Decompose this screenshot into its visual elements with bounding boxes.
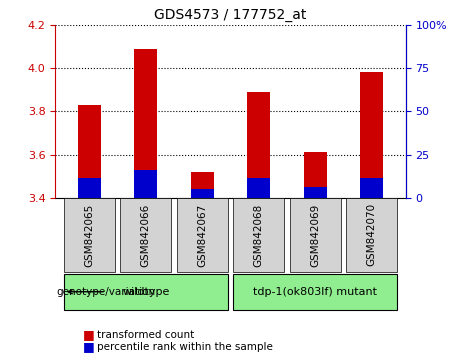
Text: GSM842065: GSM842065: [84, 203, 94, 267]
FancyBboxPatch shape: [233, 274, 397, 309]
Text: transformed count: transformed count: [97, 330, 194, 339]
Bar: [191, 172, 213, 198]
Text: ■: ■: [83, 328, 95, 341]
Bar: [304, 187, 326, 198]
FancyBboxPatch shape: [177, 198, 228, 272]
Bar: [361, 178, 383, 198]
Text: percentile rank within the sample: percentile rank within the sample: [97, 342, 273, 352]
Text: GSM842066: GSM842066: [141, 203, 151, 267]
FancyBboxPatch shape: [290, 198, 341, 272]
Bar: [191, 189, 213, 198]
Bar: [135, 170, 157, 198]
Bar: [78, 105, 100, 198]
FancyBboxPatch shape: [64, 198, 115, 272]
FancyBboxPatch shape: [120, 198, 171, 272]
Bar: [135, 48, 157, 198]
Text: ■: ■: [83, 341, 95, 353]
Text: tdp-1(ok803lf) mutant: tdp-1(ok803lf) mutant: [253, 287, 377, 297]
Text: genotype/variation: genotype/variation: [56, 287, 155, 297]
Bar: [248, 92, 270, 198]
Bar: [361, 72, 383, 198]
Bar: [304, 152, 326, 198]
Text: GSM842069: GSM842069: [310, 203, 320, 267]
Bar: [78, 178, 100, 198]
Title: GDS4573 / 177752_at: GDS4573 / 177752_at: [154, 8, 307, 22]
Text: GSM842067: GSM842067: [197, 203, 207, 267]
Bar: [248, 178, 270, 198]
Text: wildtype: wildtype: [122, 287, 170, 297]
Text: GSM842068: GSM842068: [254, 203, 264, 267]
FancyBboxPatch shape: [346, 198, 397, 272]
FancyBboxPatch shape: [233, 198, 284, 272]
Text: GSM842070: GSM842070: [367, 203, 377, 267]
FancyBboxPatch shape: [64, 274, 228, 309]
